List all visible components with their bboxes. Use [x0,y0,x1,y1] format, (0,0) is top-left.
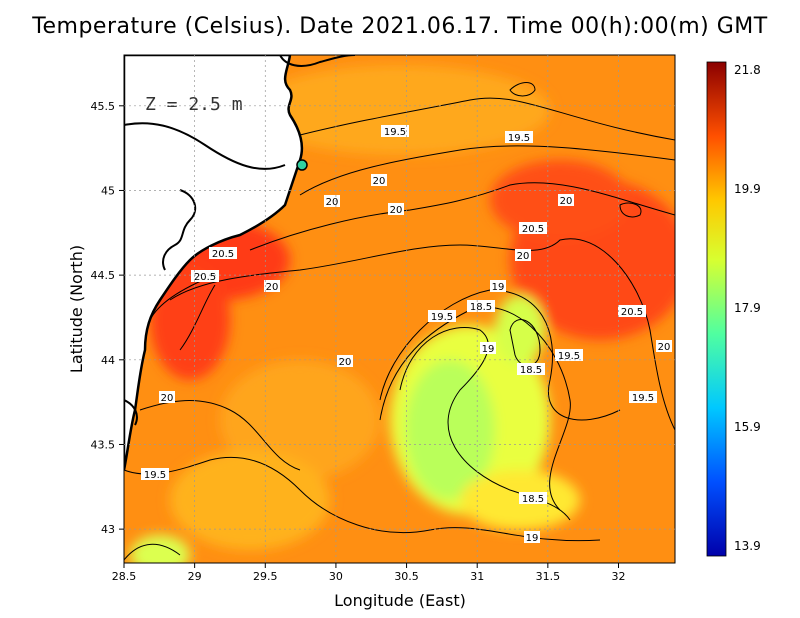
contour-label-group: 19.519.52020202020.520.520201919.518.519… [141,125,672,544]
map-title: Temperature (Celsius). Date 2021.06.17. … [32,14,768,39]
x-tick-label: 30 [329,570,343,583]
colorbar-tick-label: 17.9 [734,301,761,315]
contour-label-bg [519,222,547,234]
contour-label: 19 [492,282,505,293]
colorbar-tick-label: 21.8 [734,63,761,77]
colorbar-tick-label: 13.9 [734,539,761,553]
contour-label: 20 [326,197,339,208]
contour-label-bg [515,249,531,261]
contour-label: 19 [482,344,495,355]
contour-label-bg [656,340,672,352]
contour-label: 18.5 [470,302,492,313]
x-tick-label: 29 [188,570,202,583]
contour-label: 20.5 [194,272,216,283]
coastline-north [279,55,356,67]
x-tick-label: 32 [611,570,625,583]
colorbar-tick-label: 15.9 [734,420,761,434]
contour-label-bg [558,194,574,206]
coastline-south [124,399,138,426]
contour-label: 20 [390,205,403,216]
contour-label-bg [505,131,533,143]
x-tick-label: 31.5 [536,570,561,583]
contour-label-bg [141,468,169,480]
contour-label: 20 [517,251,530,262]
contour-label-bg [517,363,545,375]
colorbar [706,61,727,557]
contour-label: 19.5 [431,312,453,323]
contour-label: 20 [339,357,352,368]
contour-label-bg [191,270,219,282]
contour-label-bg [381,125,409,137]
contour-label-bg [467,300,495,312]
contour-label: 19.5 [508,133,530,144]
contour-label-bg [388,203,404,215]
plot-frame [123,54,676,564]
coastline-inland [124,122,286,170]
y-tick-label: 43.5 [91,438,116,451]
contour-label-bg [519,492,547,504]
contour-label-bg [524,531,540,543]
contour-label: 19 [526,533,539,544]
contour-label-bg [209,247,237,259]
contour-label: 20.5 [212,249,234,260]
contour-label-bg [480,342,496,354]
x-tick-label: 30.5 [394,570,419,583]
coastline-lake [162,189,197,271]
contour-label-bg [555,349,583,361]
contour-label: 19.5 [144,470,166,481]
contour-label-bg [490,280,506,292]
contour-label: 19.5 [558,351,580,362]
y-tick-label: 45 [101,184,115,197]
x-tick-label: 28.5 [112,570,137,583]
contour-label: 19.5 [632,393,654,404]
contour-label-bg [428,310,456,322]
y-tick-label: 44 [101,354,115,367]
x-axis-label: Longitude (East) [334,591,466,610]
land-mass [124,55,304,471]
x-gridlines: 28.5 29 29.5 30 30.5 31 31.5 32 [112,55,625,583]
colorbar-tick-label: 19.9 [734,182,761,196]
contour-label-bg [337,355,353,367]
y-axis-label: Latitude (North) [67,245,86,373]
contour-label: 20 [560,196,573,207]
contour-label: 20.5 [522,224,544,235]
contour-label: 19.5 [384,127,406,138]
y-gridlines: 43 43.5 44 44.5 45 45.5 [91,100,675,536]
contour-label-bg [324,195,340,207]
x-tick-label: 29.5 [253,570,278,583]
y-tick-label: 43 [101,523,115,536]
contour-label: 18.5 [520,365,542,376]
contour-label: 20 [266,282,279,293]
contour-label-bg [371,174,387,186]
contour-label: 18.5 [522,494,544,505]
contour-lines [124,82,675,561]
contour-label: 20 [373,176,386,187]
y-tick-label: 44.5 [91,269,116,282]
depth-label: Z = 2.5 m [145,94,243,115]
contour-label-bg [629,391,657,403]
y-tick-label: 45.5 [91,100,116,113]
contour-label: 20.5 [621,307,643,318]
contour-label-bg [618,305,646,317]
x-tick-label: 31 [470,570,484,583]
river-mouth-icon [296,159,308,171]
contour-label: 20 [161,393,174,404]
contour-label: 20 [658,342,671,353]
contour-label-bg [264,280,280,292]
colorbar-ticks: 21.8 19.9 17.9 15.9 13.9 [734,63,761,553]
contour-label-bg [159,391,175,403]
